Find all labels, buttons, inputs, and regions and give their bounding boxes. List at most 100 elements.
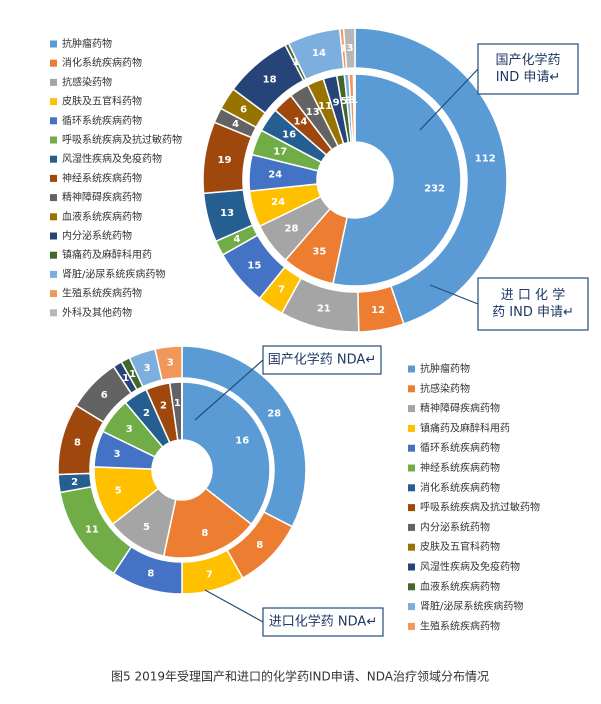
- legend-label: 神经系统疾病药物: [420, 461, 500, 474]
- ring-segment: [154, 345, 183, 382]
- data-label: 8: [74, 438, 81, 449]
- callout-text: 国产化学药 NDA↵: [268, 352, 376, 368]
- legend-label: 血液系统疾病药物: [62, 210, 142, 223]
- legend-label: 肾脏/泌尿系统疾病药物: [420, 600, 523, 613]
- legend-label: 消化系统疾病药物: [62, 56, 142, 69]
- data-label: 5: [341, 96, 348, 107]
- legend-swatch: [408, 583, 415, 591]
- data-label: 1: [174, 398, 181, 409]
- data-label: 12: [371, 305, 385, 316]
- data-label: 14: [293, 117, 307, 128]
- legend-label: 风湿性疾病及免疫药物: [62, 152, 162, 165]
- data-label: 7: [278, 285, 285, 296]
- callout-line: [204, 589, 264, 623]
- data-label: 15: [247, 260, 261, 271]
- data-label: 3: [144, 363, 151, 374]
- legend-label: 肾脏/泌尿系统疾病药物: [62, 267, 165, 280]
- ring-segment: [181, 381, 271, 526]
- legend-label: 血液系统疾病药物: [420, 580, 500, 593]
- legend-swatch: [408, 622, 415, 630]
- legend-label: 抗感染药物: [62, 75, 112, 88]
- data-label: 4: [234, 234, 241, 245]
- callout-box: [477, 277, 589, 331]
- legend-label: 呼吸系统疾病及抗过敏药物: [420, 501, 540, 514]
- data-label: 11: [318, 101, 332, 112]
- callout-text: 国产化学药: [495, 52, 560, 68]
- data-label: 16: [282, 130, 296, 141]
- data-label: 3: [347, 43, 354, 54]
- data-label: 232: [424, 183, 445, 194]
- data-label: 1: [340, 44, 347, 55]
- data-label: 3: [349, 95, 356, 106]
- legend-label: 皮肤及五官科药物: [62, 95, 142, 108]
- legend-label: 抗肿瘤药物: [62, 37, 112, 50]
- legend-swatch: [408, 424, 415, 432]
- data-label: 28: [285, 224, 299, 235]
- legend-swatch: [408, 484, 415, 492]
- data-label: 8: [201, 528, 208, 539]
- legend-label: 呼吸系统疾病及抗过敏药物: [62, 133, 182, 146]
- data-label: 24: [271, 197, 285, 208]
- callout-text: 药 IND 申请↵: [492, 305, 574, 320]
- data-label: 5: [115, 486, 122, 497]
- data-label: 35: [312, 247, 326, 258]
- callout-box: [477, 43, 579, 95]
- legend-swatch: [408, 563, 415, 571]
- data-label: 21: [317, 303, 331, 314]
- legend-swatch: [50, 174, 57, 182]
- data-label: 9: [333, 97, 340, 108]
- ring-segment: [352, 73, 356, 143]
- legend-swatch: [408, 444, 415, 452]
- legend-label: 内分泌系统药物: [62, 229, 132, 242]
- data-label: 17: [273, 146, 287, 157]
- legend-label: 生殖系统疾病药物: [420, 619, 500, 632]
- legend-swatch: [50, 194, 57, 202]
- data-label: 3: [167, 358, 174, 369]
- data-label: 3: [126, 424, 133, 435]
- callout-text: 进口化学药 NDA↵: [269, 614, 377, 630]
- legend-swatch: [408, 464, 415, 472]
- legend-label: 循环系统疾病药物: [62, 114, 142, 127]
- data-label: 2: [143, 408, 150, 419]
- legend-swatch: [408, 504, 415, 512]
- data-label: 8: [147, 568, 154, 579]
- legend-label: 内分泌系统药物: [420, 520, 490, 533]
- legend-label: 神经系统疾病药物: [62, 171, 142, 184]
- data-label: 1: [122, 373, 129, 384]
- data-label: 2: [71, 477, 78, 488]
- data-label: 24: [268, 170, 282, 181]
- data-label: 7: [206, 569, 213, 580]
- data-label: 5: [143, 522, 150, 533]
- legend-label: 皮肤及五官科药物: [420, 540, 500, 553]
- legend-swatch: [50, 213, 57, 221]
- data-label: 13: [306, 107, 320, 118]
- legend-swatch: [50, 40, 57, 48]
- data-label: 3: [114, 449, 121, 460]
- legend-label: 外科及其他药物: [62, 306, 132, 319]
- legend-label: 精神障碍疾病药物: [62, 191, 142, 204]
- legend-swatch: [408, 543, 415, 551]
- data-label: 6: [240, 104, 247, 115]
- callout-line: [194, 359, 264, 421]
- data-label: 8: [256, 540, 263, 551]
- ring-segment: [162, 487, 253, 559]
- callout-line: [429, 284, 479, 305]
- legend-label: 风湿性疾病及免疫药物: [420, 560, 520, 573]
- data-label: 1: [129, 369, 136, 380]
- data-label: 1: [351, 95, 358, 106]
- legend-label: 精神障碍疾病药物: [420, 402, 500, 415]
- caption: 图5 2019年受理国产和进口的化学药IND申请、NDA治疗领域分布情况: [111, 669, 489, 684]
- legend-swatch: [50, 78, 57, 86]
- legend-label: 抗感染药物: [420, 382, 470, 395]
- legend-swatch: [50, 270, 57, 278]
- legend-swatch: [50, 309, 57, 317]
- data-label: 112: [475, 154, 496, 165]
- legend-swatch: [408, 405, 415, 413]
- legend-swatch: [408, 603, 415, 611]
- legend-swatch: [408, 523, 415, 531]
- callout-text: 进 口 化 学: [501, 287, 565, 303]
- legend-swatch: [50, 59, 57, 67]
- legend-swatch: [50, 117, 57, 125]
- data-label: 14: [312, 48, 326, 59]
- legend-label: 消化系统疾病药物: [420, 481, 500, 494]
